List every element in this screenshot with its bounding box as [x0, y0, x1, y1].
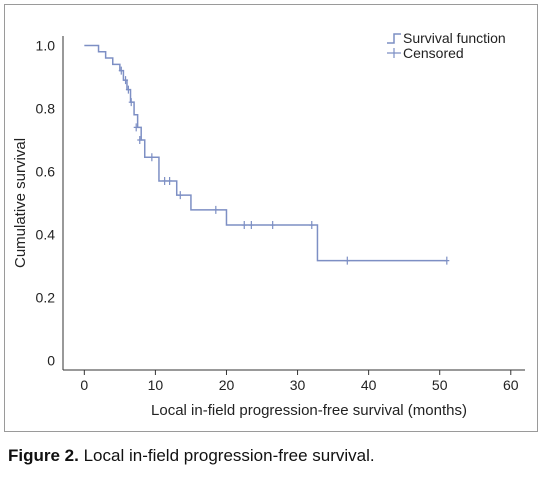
- km-survival-chart: 0 10 20 30 40 50 60 0 0.2 0.4 0.6 0.8 1.0 Local in-fi…: [12, 30, 525, 419]
- censor-mark: [125, 85, 131, 94]
- survival-function-line: [84, 44, 447, 262]
- y-tick-label: 0: [47, 353, 55, 369]
- censor-mark: [344, 256, 350, 265]
- x-tick-label: 0: [80, 377, 88, 393]
- legend-survival-label: Survival function: [403, 30, 506, 46]
- x-tick-label: 50: [432, 377, 448, 393]
- censor-mark: [162, 176, 168, 185]
- censor-mark: [167, 176, 173, 185]
- censor-mark: [248, 221, 254, 230]
- censor-mark: [137, 135, 143, 144]
- y-axis-title: Cumulative survival: [12, 138, 29, 268]
- x-tick-label: 20: [219, 377, 235, 393]
- censor-mark: [123, 76, 129, 85]
- censor-mark: [133, 123, 139, 132]
- censor-mark: [444, 256, 450, 265]
- y-tick-label: 0.2: [36, 290, 56, 306]
- legend-survival-swatch: [387, 33, 401, 44]
- caption-text: Local in-field progression-free survival…: [83, 446, 375, 465]
- censor-mark: [213, 205, 219, 214]
- censor-mark: [177, 191, 183, 200]
- figure-caption: Figure 2. Local in-field progression-fre…: [8, 446, 375, 466]
- censor-mark: [118, 66, 124, 75]
- censor-mark: [309, 221, 315, 230]
- caption-label: Figure 2.: [8, 446, 79, 465]
- y-tick-label: 0.8: [36, 100, 56, 116]
- y-tick-label: 1.0: [36, 37, 56, 53]
- x-tick-label: 60: [503, 377, 519, 393]
- legend-censored-swatch: [387, 48, 401, 58]
- x-tick-label: 40: [361, 377, 377, 393]
- censor-mark: [128, 98, 134, 107]
- chart-frame: 0 10 20 30 40 50 60 0 0.2 0.4 0.6 0.8 1.0 Local in-fi…: [4, 4, 538, 432]
- legend-censored-label: Censored: [403, 45, 464, 61]
- x-tick-label: 30: [290, 377, 306, 393]
- x-axis-title: Local in-field progression-free survival…: [151, 402, 467, 419]
- y-tick-label: 0.6: [36, 163, 56, 179]
- censor-mark: [149, 153, 155, 162]
- censor-mark: [241, 221, 247, 230]
- x-tick-label: 10: [148, 377, 164, 393]
- y-tick-label: 0.4: [36, 227, 56, 243]
- censor-mark: [270, 221, 276, 230]
